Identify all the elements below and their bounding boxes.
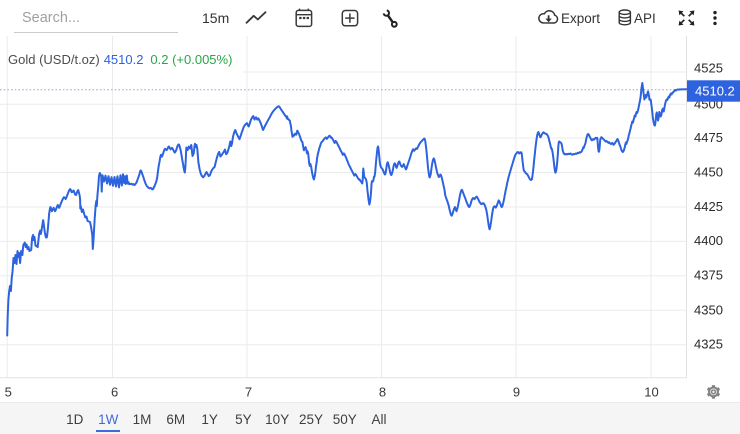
svg-text:4400: 4400 [694,233,723,248]
svg-text:4350: 4350 [694,302,723,317]
svg-text:4510.2: 4510.2 [104,52,144,67]
svg-text:6: 6 [111,385,118,400]
svg-text:9: 9 [513,385,520,400]
svg-text:8: 8 [379,385,386,400]
svg-text:4425: 4425 [694,199,723,214]
svg-text:4375: 4375 [694,268,723,283]
svg-text:4450: 4450 [694,165,723,180]
svg-text:4525: 4525 [694,60,723,75]
svg-text:4475: 4475 [694,130,723,145]
svg-text:0.2 (+0.005%): 0.2 (+0.005%) [150,52,232,67]
svg-text:5: 5 [5,385,12,400]
svg-text:4325: 4325 [694,337,723,352]
svg-text:7: 7 [245,385,252,400]
svg-text:Gold (USD/t.oz): Gold (USD/t.oz) [8,52,100,67]
svg-text:4510.2: 4510.2 [695,84,735,99]
svg-text:10: 10 [644,385,658,400]
